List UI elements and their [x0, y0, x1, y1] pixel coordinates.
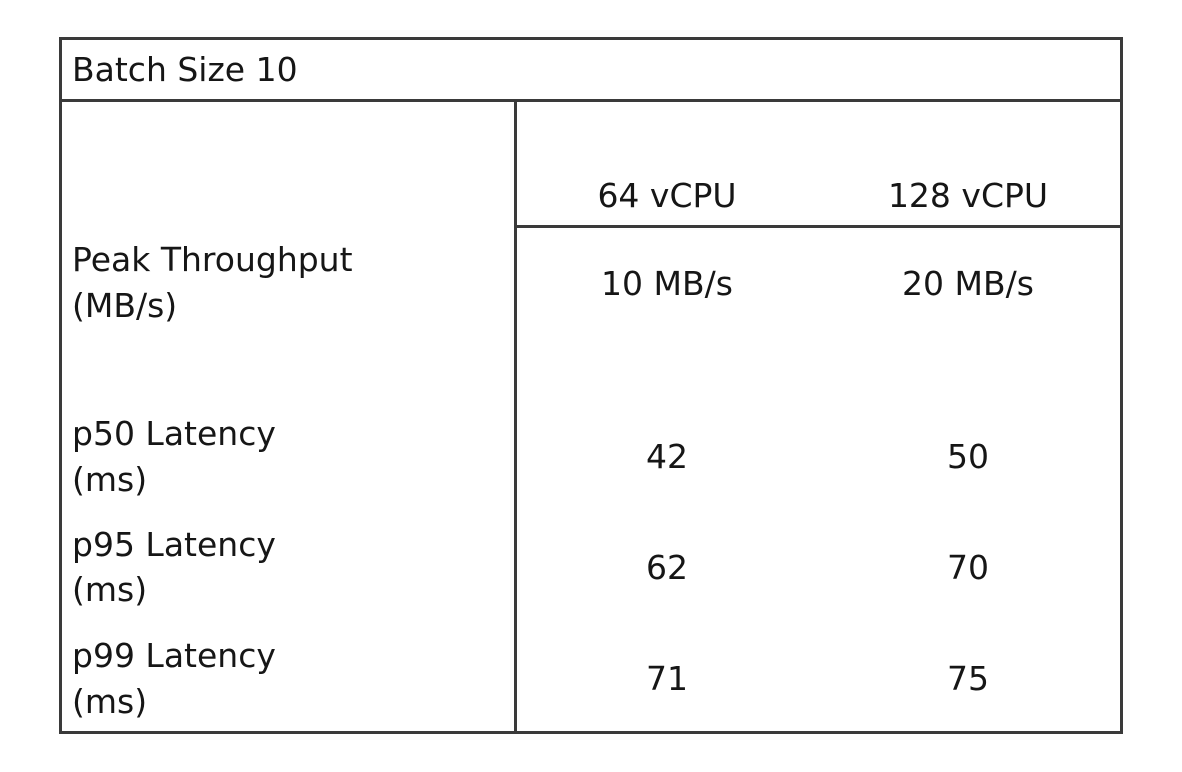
column-header: 64 vCPU	[597, 176, 737, 215]
column-divider	[514, 99, 517, 733]
table-border	[59, 37, 62, 734]
row-label: (MB/s)	[72, 286, 178, 325]
row-label: (ms)	[72, 460, 148, 499]
cell: 70	[947, 548, 989, 587]
row-label: p50 Latency	[72, 414, 276, 453]
header-divider	[514, 225, 1122, 228]
cell: 75	[947, 659, 989, 698]
title-divider	[59, 99, 1122, 102]
cell: 62	[646, 548, 688, 587]
cell: 71	[646, 659, 688, 698]
cell: 42	[646, 437, 688, 476]
row-label: (ms)	[72, 570, 148, 609]
table-border	[59, 37, 1122, 40]
row-label: p95 Latency	[72, 525, 276, 564]
row-label: Peak Throughput	[72, 240, 353, 279]
cell: 10 MB/s	[601, 264, 733, 303]
column-header: 128 vCPU	[887, 176, 1049, 215]
row-label: p99 Latency	[72, 636, 276, 675]
cell: 20 MB/s	[902, 264, 1034, 303]
table-border	[59, 731, 1122, 734]
cell: 50	[947, 437, 989, 476]
row-label: (ms)	[72, 682, 148, 721]
table-border	[1120, 37, 1123, 734]
table-title: Batch Size 10	[72, 50, 298, 89]
